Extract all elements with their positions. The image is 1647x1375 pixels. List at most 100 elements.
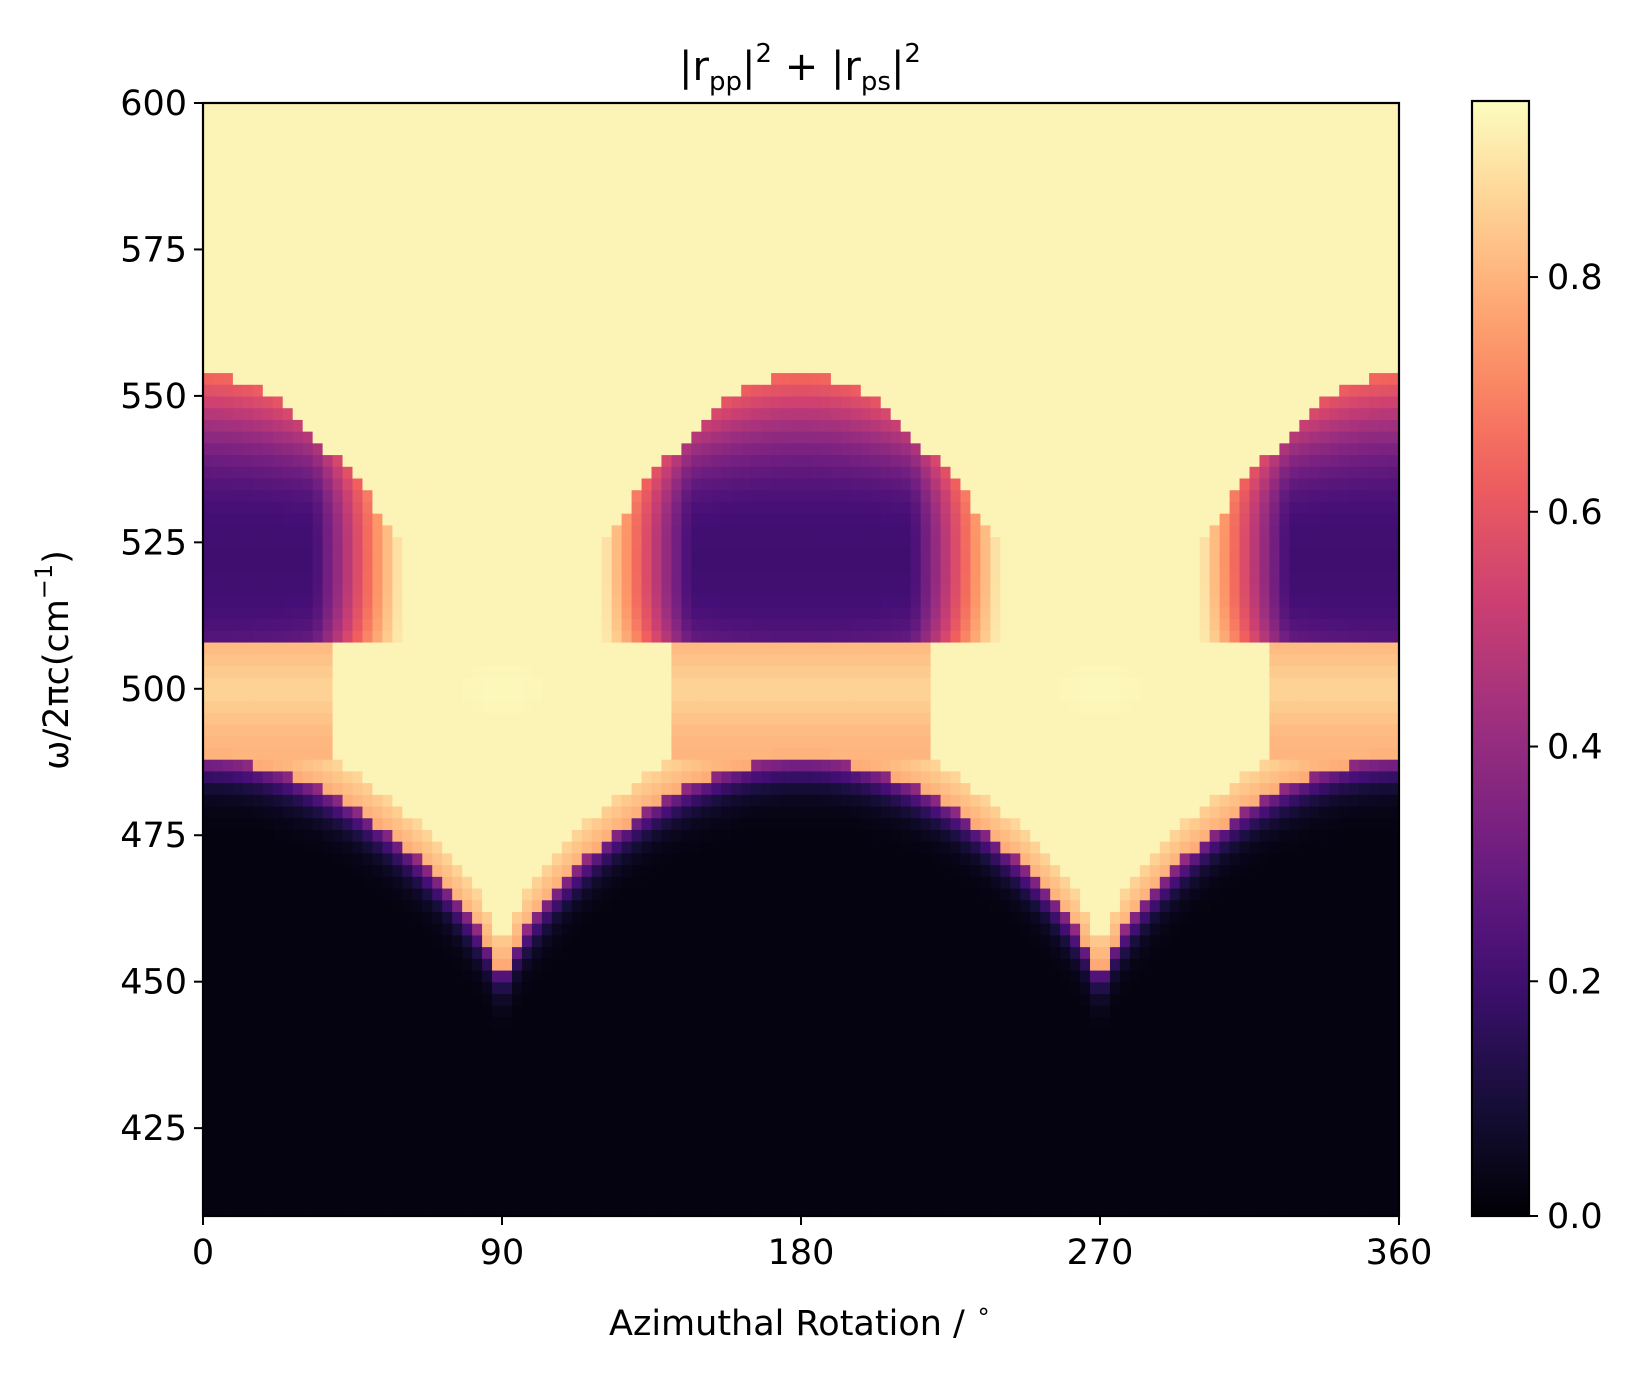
heatmap-cell [771, 899, 782, 912]
heatmap-cell [541, 782, 553, 795]
heatmap-cell [691, 1110, 702, 1123]
heatmap-cell [282, 876, 294, 889]
heatmap-cell [1199, 1169, 1211, 1182]
heatmap-cell [551, 923, 563, 936]
heatmap-cell [1189, 782, 1201, 795]
heatmap-cell [372, 794, 383, 807]
heatmap-cell [870, 1192, 882, 1205]
heatmap-cell [272, 1157, 284, 1170]
heatmap-cell [641, 1040, 653, 1053]
heatmap-cell [531, 1051, 543, 1065]
heatmap-cell [1090, 1051, 1101, 1065]
heatmap-cell [561, 1180, 573, 1194]
heatmap-cell [1010, 817, 1021, 830]
heatmap-cell [691, 1098, 702, 1112]
heatmap-cell [1149, 1087, 1161, 1100]
heatmap-cell [1159, 1122, 1171, 1135]
heatmap-cell [751, 1110, 762, 1123]
heatmap-cell [631, 1180, 643, 1194]
heatmap-cell [900, 735, 912, 748]
heatmap-cell [721, 911, 732, 924]
heatmap-cell [1169, 899, 1181, 912]
heatmap-cell [432, 1040, 443, 1053]
heatmap-cell [830, 1016, 842, 1030]
heatmap-cell [1229, 911, 1241, 924]
heatmap-cell [910, 946, 922, 959]
heatmap-cell [1229, 993, 1241, 1006]
heatmap-cell [1149, 770, 1161, 784]
heatmap-cell [850, 841, 862, 854]
heatmap-cell [1379, 782, 1390, 795]
heatmap-cell [1040, 1157, 1051, 1170]
heatmap-cell [432, 735, 443, 748]
heatmap-cell [362, 723, 374, 737]
heatmap-cell [611, 993, 623, 1006]
heatmap-cell [801, 1133, 812, 1147]
heatmap-cell [1119, 993, 1131, 1006]
heatmap-cell [1389, 969, 1400, 983]
heatmap-cell [212, 747, 224, 760]
heatmap-cell [422, 1051, 433, 1065]
heatmap-cell [1329, 1028, 1340, 1041]
heatmap-cell [472, 1180, 483, 1194]
heatmap-cell [761, 1087, 772, 1100]
heatmap-cell [1379, 1204, 1390, 1217]
heatmap-cell [1080, 934, 1091, 948]
heatmap-cell [1389, 782, 1400, 795]
heatmap-cell [571, 841, 583, 854]
heatmap-cell [980, 1040, 991, 1053]
heatmap-cell [1109, 1157, 1121, 1170]
heatmap-cell [1209, 852, 1221, 866]
heatmap-cell [581, 1110, 593, 1123]
heatmap-cell [920, 817, 932, 830]
heatmap-cell [262, 1192, 274, 1205]
heatmap-cell [252, 1028, 264, 1041]
heatmap-cell [681, 1169, 692, 1182]
heatmap-cell [312, 1133, 324, 1147]
heatmap-cell [1030, 782, 1041, 795]
heatmap-cell [970, 946, 981, 959]
heatmap-cell [561, 1110, 573, 1123]
heatmap-cell [1040, 993, 1051, 1006]
heatmap-cell [950, 1016, 962, 1030]
heatmap-cell [801, 1063, 812, 1077]
heatmap-cell [1199, 1145, 1211, 1159]
heatmap-cell [1020, 864, 1031, 877]
heatmap-cell [482, 981, 493, 994]
heatmap-cell [282, 829, 294, 842]
heatmap-cell [1090, 1005, 1101, 1018]
heatmap-cell [322, 1028, 334, 1041]
heatmap-cell [761, 1110, 772, 1123]
heatmap-cell [1379, 770, 1390, 784]
heatmap-cell [900, 1051, 912, 1065]
heatmap-cell [1299, 934, 1310, 948]
heatmap-cell [492, 1133, 503, 1147]
heatmap-cell [1000, 1192, 1011, 1205]
heatmap-cell [1179, 1040, 1191, 1053]
heatmap-cell [681, 852, 692, 866]
heatmap-cell [372, 1180, 383, 1194]
heatmap-cell [671, 770, 682, 784]
heatmap-cell [1269, 969, 1280, 983]
heatmap-cell [511, 1087, 523, 1100]
heatmap-cell [791, 934, 802, 948]
heatmap-cell [352, 770, 364, 784]
heatmap-cell [452, 864, 463, 877]
heatmap-cell [502, 887, 513, 901]
heatmap-cell [342, 805, 354, 819]
heatmap-cell [890, 1133, 902, 1147]
heatmap-cell [472, 829, 483, 842]
heatmap-cell [681, 1157, 692, 1170]
heatmap-cell [810, 981, 822, 994]
heatmap-cell [1209, 946, 1221, 959]
heatmap-cell [332, 852, 344, 866]
heatmap-cell [930, 899, 942, 912]
heatmap-cell [761, 747, 772, 760]
heatmap-cell [452, 852, 463, 866]
heatmap-cell [1070, 1087, 1081, 1100]
heatmap-cell [860, 805, 872, 819]
heatmap-cell [731, 1122, 742, 1135]
heatmap-cell [372, 829, 383, 842]
heatmap-cell [661, 1005, 673, 1018]
heatmap-cell [472, 1145, 483, 1159]
